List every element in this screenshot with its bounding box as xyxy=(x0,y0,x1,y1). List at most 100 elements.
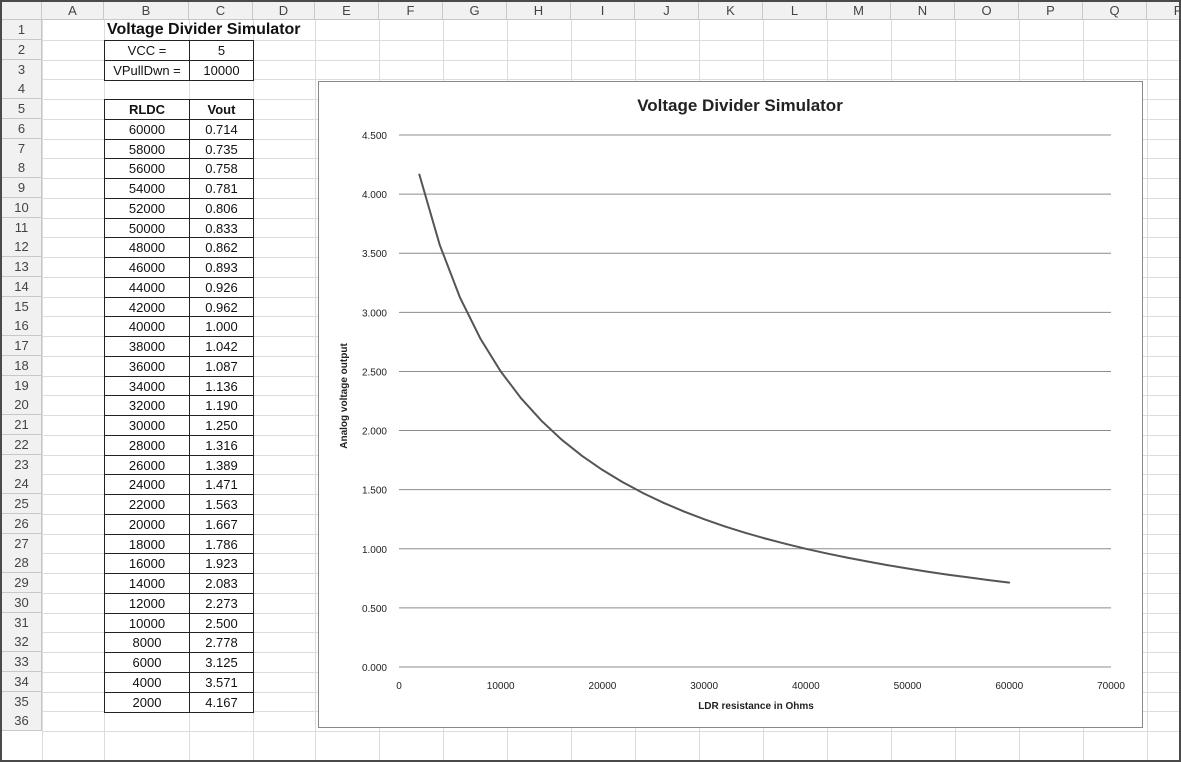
row-header-4[interactable]: 4 xyxy=(2,79,42,99)
table-cell-rldc[interactable]: 6000 xyxy=(104,652,190,673)
table-cell-rldc[interactable]: 32000 xyxy=(104,395,190,416)
table-cell-vout[interactable]: 0.758 xyxy=(189,158,254,179)
row-header-10[interactable]: 10 xyxy=(2,198,42,218)
table-cell-rldc[interactable]: 18000 xyxy=(104,534,190,555)
column-header-e[interactable]: E xyxy=(315,2,379,20)
row-header-27[interactable]: 27 xyxy=(2,534,42,554)
table-cell-vout[interactable]: 1.786 xyxy=(189,534,254,555)
table-cell-rldc[interactable]: 44000 xyxy=(104,277,190,298)
row-header-35[interactable]: 35 xyxy=(2,692,42,712)
table-cell-rldc[interactable]: 58000 xyxy=(104,139,190,160)
vcc-value-cell[interactable]: 5 xyxy=(189,40,254,61)
row-header-32[interactable]: 32 xyxy=(2,632,42,652)
row-header-29[interactable]: 29 xyxy=(2,573,42,593)
column-header-c[interactable]: C xyxy=(189,2,253,20)
table-cell-rldc[interactable]: 36000 xyxy=(104,356,190,377)
table-cell-vout[interactable]: 4.167 xyxy=(189,692,254,713)
row-header-6[interactable]: 6 xyxy=(2,119,42,139)
row-header-13[interactable]: 13 xyxy=(2,257,42,277)
row-header-8[interactable]: 8 xyxy=(2,158,42,178)
table-cell-rldc[interactable]: 20000 xyxy=(104,514,190,535)
table-cell-vout[interactable]: 0.833 xyxy=(189,218,254,239)
row-header-19[interactable]: 19 xyxy=(2,376,42,396)
row-header-18[interactable]: 18 xyxy=(2,356,42,376)
row-header-16[interactable]: 16 xyxy=(2,316,42,336)
column-header-g[interactable]: G xyxy=(443,2,507,20)
table-cell-rldc[interactable]: 56000 xyxy=(104,158,190,179)
table-cell-vout[interactable]: 2.778 xyxy=(189,632,254,653)
column-header-o[interactable]: O xyxy=(955,2,1019,20)
table-cell-vout[interactable]: 1.923 xyxy=(189,553,254,574)
table-cell-rldc[interactable]: 34000 xyxy=(104,376,190,397)
column-header-m[interactable]: M xyxy=(827,2,891,20)
row-header-17[interactable]: 17 xyxy=(2,336,42,356)
chart-area[interactable]: Voltage Divider Simulator LDR resistance… xyxy=(318,81,1143,728)
row-header-11[interactable]: 11 xyxy=(2,218,42,238)
table-cell-rldc[interactable]: 30000 xyxy=(104,415,190,436)
row-header-2[interactable]: 2 xyxy=(2,40,42,60)
column-header-h[interactable]: H xyxy=(507,2,571,20)
table-cell-rldc[interactable]: 42000 xyxy=(104,297,190,318)
table-cell-rldc[interactable]: 26000 xyxy=(104,455,190,476)
row-header-21[interactable]: 21 xyxy=(2,415,42,435)
row-header-9[interactable]: 9 xyxy=(2,178,42,198)
table-cell-vout[interactable]: 0.962 xyxy=(189,297,254,318)
table-cell-vout[interactable]: 1.087 xyxy=(189,356,254,377)
row-header-23[interactable]: 23 xyxy=(2,455,42,475)
table-cell-rldc[interactable]: 16000 xyxy=(104,553,190,574)
table-cell-rldc[interactable]: 10000 xyxy=(104,613,190,634)
table-cell-vout[interactable]: 1.563 xyxy=(189,494,254,515)
table-cell-vout[interactable]: 1.042 xyxy=(189,336,254,357)
row-header-24[interactable]: 24 xyxy=(2,474,42,494)
table-cell-vout[interactable]: 3.125 xyxy=(189,652,254,673)
row-header-5[interactable]: 5 xyxy=(2,99,42,119)
row-header-30[interactable]: 30 xyxy=(2,593,42,613)
pulldown-value-cell[interactable]: 10000 xyxy=(189,60,254,81)
table-cell-rldc[interactable]: 38000 xyxy=(104,336,190,357)
row-header-34[interactable]: 34 xyxy=(2,672,42,692)
row-header-15[interactable]: 15 xyxy=(2,297,42,317)
table-cell-vout[interactable]: 1.316 xyxy=(189,435,254,456)
column-header-i[interactable]: I xyxy=(571,2,635,20)
table-cell-vout[interactable]: 1.389 xyxy=(189,455,254,476)
table-cell-vout[interactable]: 2.083 xyxy=(189,573,254,594)
row-header-25[interactable]: 25 xyxy=(2,494,42,514)
column-header-q[interactable]: Q xyxy=(1083,2,1147,20)
table-cell-rldc[interactable]: 28000 xyxy=(104,435,190,456)
table-cell-rldc[interactable]: 4000 xyxy=(104,672,190,693)
row-header-28[interactable]: 28 xyxy=(2,553,42,573)
row-header-33[interactable]: 33 xyxy=(2,652,42,672)
column-header-l[interactable]: L xyxy=(763,2,827,20)
table-cell-vout[interactable]: 1.250 xyxy=(189,415,254,436)
table-header-vout[interactable]: Vout xyxy=(189,99,254,120)
sheet-title[interactable]: Voltage Divider Simulator xyxy=(107,21,301,38)
row-header-7[interactable]: 7 xyxy=(2,139,42,159)
table-cell-vout[interactable]: 0.714 xyxy=(189,119,254,140)
pulldown-label-cell[interactable]: VPullDwn = xyxy=(104,60,190,81)
table-cell-vout[interactable]: 1.190 xyxy=(189,395,254,416)
table-cell-rldc[interactable]: 54000 xyxy=(104,178,190,199)
column-header-p[interactable]: P xyxy=(1019,2,1083,20)
table-cell-rldc[interactable]: 2000 xyxy=(104,692,190,713)
column-header-j[interactable]: J xyxy=(635,2,699,20)
table-cell-rldc[interactable]: 40000 xyxy=(104,316,190,337)
row-header-14[interactable]: 14 xyxy=(2,277,42,297)
table-header-rldc[interactable]: RLDC xyxy=(104,99,190,120)
column-header-b[interactable]: B xyxy=(104,2,189,20)
row-header-12[interactable]: 12 xyxy=(2,237,42,257)
table-cell-rldc[interactable]: 8000 xyxy=(104,632,190,653)
table-cell-rldc[interactable]: 46000 xyxy=(104,257,190,278)
table-cell-vout[interactable]: 0.806 xyxy=(189,198,254,219)
table-cell-vout[interactable]: 1.000 xyxy=(189,316,254,337)
column-header-r[interactable]: R xyxy=(1147,2,1179,20)
vcc-label-cell[interactable]: VCC = xyxy=(104,40,190,61)
table-cell-rldc[interactable]: 60000 xyxy=(104,119,190,140)
column-header-n[interactable]: N xyxy=(891,2,955,20)
table-cell-vout[interactable]: 2.273 xyxy=(189,593,254,614)
column-header-f[interactable]: F xyxy=(379,2,443,20)
column-header-k[interactable]: K xyxy=(699,2,763,20)
table-cell-rldc[interactable]: 52000 xyxy=(104,198,190,219)
row-header-31[interactable]: 31 xyxy=(2,613,42,633)
table-cell-rldc[interactable]: 48000 xyxy=(104,237,190,258)
table-cell-vout[interactable]: 0.735 xyxy=(189,139,254,160)
